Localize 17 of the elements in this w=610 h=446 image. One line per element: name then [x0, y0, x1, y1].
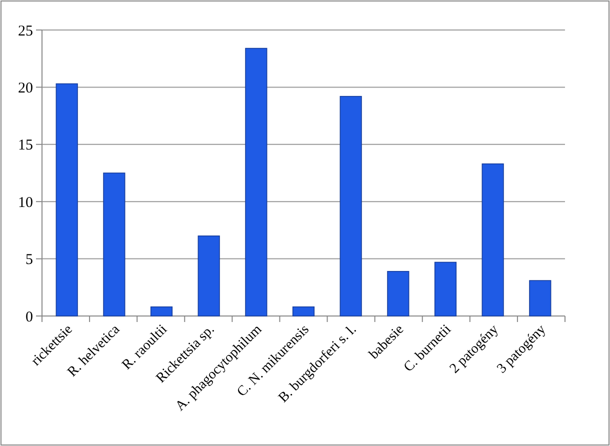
y-tick-label: 10 — [18, 194, 33, 211]
bar — [482, 163, 504, 316]
y-tick-label: 5 — [26, 252, 33, 268]
y-tick-label: 20 — [18, 80, 33, 96]
bar — [56, 83, 78, 316]
y-tick-label: 0 — [26, 309, 33, 326]
bar — [150, 306, 173, 316]
y-tick-label: 15 — [18, 138, 33, 154]
bar — [292, 306, 315, 316]
bar — [434, 262, 457, 316]
bar — [529, 280, 552, 316]
bar — [387, 270, 410, 316]
bar — [103, 172, 126, 316]
y-tick-label: 25 — [18, 23, 33, 40]
bar — [245, 48, 268, 316]
bar — [340, 96, 362, 316]
bar — [198, 236, 220, 316]
